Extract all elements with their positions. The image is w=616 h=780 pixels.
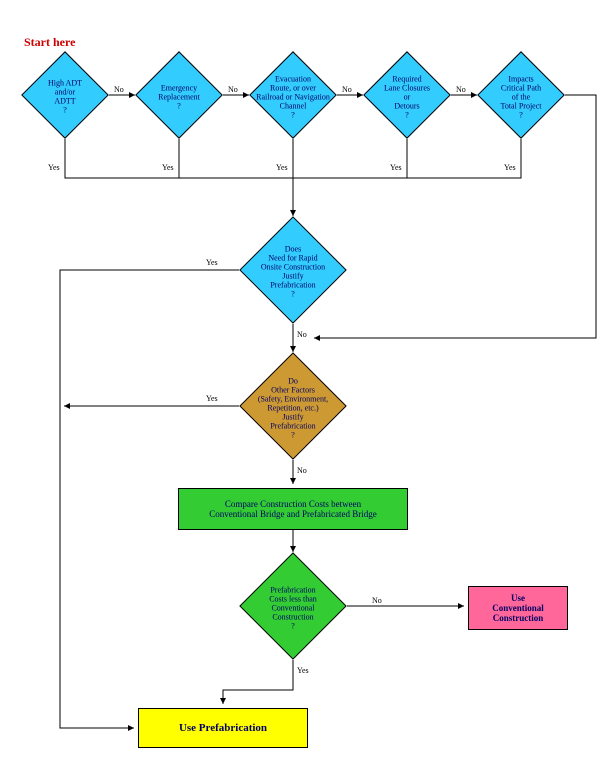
edge-d7-no: No — [297, 466, 307, 475]
decision-critical-path-label: ImpactsCritical Pathof theTotal Project? — [479, 54, 563, 138]
edge-d2-yes: Yes — [162, 163, 174, 172]
edge-d4-yes: Yes — [390, 163, 402, 172]
terminal-conventional-label: UseConventionalConstruction — [488, 589, 548, 627]
decision-emergency: EmergencyReplacement? — [135, 51, 223, 139]
edge-d6-no: No — [297, 330, 307, 339]
decision-lane-closures: RequiredLane ClosuresorDetours? — [363, 51, 451, 139]
decision-evacuation-label: EvacuationRoute, or overRailroad or Navi… — [248, 51, 338, 141]
process-compare-costs: Compare Construction Costs betweenConven… — [178, 488, 408, 530]
decision-other-factors: DoOther Factors(Safety, Environment,Repe… — [239, 352, 346, 459]
edge-d8-no: No — [372, 596, 382, 605]
decision-high-adt: High ADTand/orADTT? — [21, 51, 109, 139]
decision-emergency-label: EmergencyReplacement? — [137, 54, 221, 138]
edge-d1-no: No — [114, 85, 124, 94]
edge-d3-no: No — [342, 85, 352, 94]
start-here-label: Start here — [24, 35, 75, 50]
decision-rapid-onsite-label: DoesNeed for RapidOnsite ConstructionJus… — [241, 219, 345, 323]
edge-d1-yes: Yes — [48, 163, 60, 172]
terminal-prefabrication: Use Prefabrication — [138, 708, 308, 748]
decision-lane-closures-label: RequiredLane ClosuresorDetours? — [365, 54, 449, 138]
edge-d2-no: No — [228, 85, 238, 94]
decision-rapid-onsite: DoesNeed for RapidOnsite ConstructionJus… — [239, 216, 346, 323]
terminal-conventional: UseConventionalConstruction — [468, 586, 568, 630]
decision-evacuation: EvacuationRoute, or overRailroad or Navi… — [249, 51, 337, 139]
decision-critical-path: ImpactsCritical Pathof theTotal Project? — [477, 51, 565, 139]
decision-costs-less-label: PrefabricationCosts less thanConventiona… — [241, 555, 345, 659]
edge-d3-yes: Yes — [276, 163, 288, 172]
edge-d8-yes: Yes — [297, 666, 309, 675]
edge-d5-yes: Yes — [504, 163, 516, 172]
edge-d7-yes: Yes — [206, 394, 218, 403]
decision-costs-less: PrefabricationCosts less thanConventiona… — [239, 552, 346, 659]
decision-high-adt-label: High ADTand/orADTT? — [23, 54, 107, 138]
terminal-prefabrication-label: Use Prefabrication — [175, 718, 271, 738]
process-compare-costs-label: Compare Construction Costs betweenConven… — [205, 495, 380, 523]
decision-other-factors-label: DoOther Factors(Safety, Environment,Repe… — [241, 355, 345, 459]
edge-d4-no: No — [456, 85, 466, 94]
edge-d6-yes: Yes — [206, 258, 218, 267]
